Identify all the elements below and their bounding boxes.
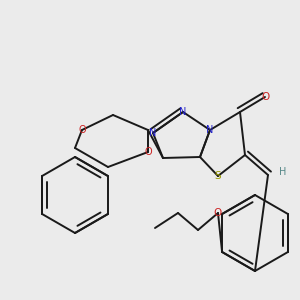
Text: N: N	[206, 125, 214, 135]
Text: O: O	[214, 208, 222, 218]
Text: N: N	[149, 128, 157, 138]
Text: H: H	[279, 167, 287, 177]
Text: O: O	[261, 92, 269, 102]
Text: O: O	[144, 147, 152, 157]
Text: N: N	[179, 107, 187, 117]
Text: S: S	[215, 171, 221, 181]
Text: O: O	[78, 125, 86, 135]
